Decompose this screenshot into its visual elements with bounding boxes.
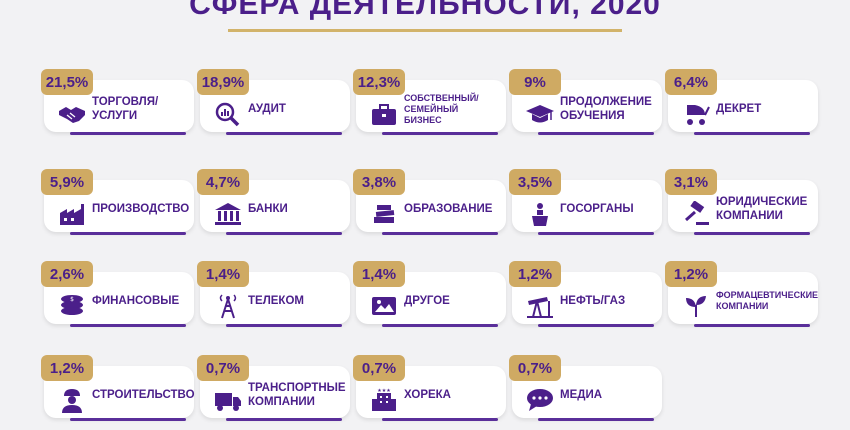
category-label: ЮРИДИЧЕСКИЕ КОМПАНИИ xyxy=(716,196,808,222)
gavel-icon xyxy=(678,201,714,227)
category-label: СТРОИТЕЛЬСТВО xyxy=(92,389,195,401)
activity-card: 1,2% СТРОИТЕЛЬСТВО xyxy=(41,355,195,421)
category-label: ГОСОРГАНЫ xyxy=(560,203,634,215)
page-title: СФЕРА ДЕЯТЕЛЬНОСТИ, 2020 xyxy=(189,0,661,21)
activity-card: 12,3% СОБСТВЕННЫЙ/ СЕМЕЙНЫЙ БИЗНЕС xyxy=(353,69,506,135)
category-label: ДЕКРЕТ xyxy=(716,103,762,115)
bank-icon xyxy=(210,201,246,227)
percent-badge: 3,5% xyxy=(509,169,561,195)
percent-badge: 12,3% xyxy=(353,69,405,95)
percent-badge: 1,4% xyxy=(197,261,249,287)
chat-bubble-icon xyxy=(522,387,558,413)
activity-card: 1,2% НЕФТЬ/ГАЗ xyxy=(509,261,662,327)
percent-badge: 6,4% xyxy=(665,69,717,95)
oil-pump-icon xyxy=(522,293,558,319)
coins-icon: $ xyxy=(54,293,90,319)
magnifier-chart-icon xyxy=(210,101,246,127)
hotel-icon: ★★★ xyxy=(366,387,402,413)
baby-stroller-icon xyxy=(678,101,714,127)
activity-card: 4,7% БАНКИ xyxy=(197,169,350,235)
title-underline xyxy=(228,29,622,32)
activity-card: 6,4% ДЕКРЕТ xyxy=(665,69,818,135)
category-label: НЕФТЬ/ГАЗ xyxy=(560,295,626,307)
percent-badge: 3,1% xyxy=(665,169,717,195)
books-icon xyxy=(366,201,402,227)
handshake-icon xyxy=(54,101,90,127)
activity-card: 9% ПРОДОЛЖЕНИЕ ОБУЧЕНИЯ xyxy=(509,69,662,135)
image-icon xyxy=(366,293,402,319)
category-label: БАНКИ xyxy=(248,203,288,215)
category-label: ТЕЛЕКОМ xyxy=(248,295,304,307)
category-label: СОБСТВЕННЫЙ/ СЕМЕЙНЫЙ БИЗНЕС xyxy=(404,92,479,125)
percent-badge: 0,7% xyxy=(353,355,405,381)
antenna-tower-icon xyxy=(210,293,246,319)
percent-badge: 4,7% xyxy=(197,169,249,195)
category-label: ХоРеКа xyxy=(404,389,451,401)
activity-card: 3,8% ОБРАЗОВАНИЕ xyxy=(353,169,506,235)
percent-badge: 1,2% xyxy=(665,261,717,287)
percent-badge: 1,2% xyxy=(41,355,93,381)
category-label: ТОРГОВЛЯ/ УСЛУГИ xyxy=(92,96,159,122)
activity-card: 1,4% ТЕЛЕКОМ xyxy=(197,261,350,327)
category-label: ПРОДОЛЖЕНИЕ ОБУЧЕНИЯ xyxy=(560,96,652,122)
activity-card: 18,9% АУДИТ xyxy=(197,69,350,135)
activity-card: 1,2% ФОРМАЦЕВТИЧЕСКИЕ КОМПАНИИ xyxy=(665,261,819,327)
activity-card: 0,7% ★★★ ХоРеКа xyxy=(353,355,506,421)
percent-badge: 18,9% xyxy=(197,69,249,95)
percent-badge: 0,7% xyxy=(197,355,249,381)
podium-icon xyxy=(522,201,558,227)
category-label: ДРУГОЕ xyxy=(404,295,450,307)
svg-text:★★★: ★★★ xyxy=(377,388,391,394)
category-label: ТРАНСПОРТНЫЕ КОМПАНИИ xyxy=(248,382,346,408)
category-label: ОБРАЗОВАНИЕ xyxy=(404,203,493,215)
percent-badge: 1,4% xyxy=(353,261,405,287)
graduation-cap-icon xyxy=(522,101,558,127)
builder-icon xyxy=(54,387,90,413)
category-label: ФИНАНСОВЫЕ xyxy=(92,295,180,307)
category-label: МЕДИА xyxy=(560,389,603,401)
activity-card: 3,1% ЮРИДИЧЕСКИЕ КОМПАНИИ xyxy=(665,169,818,235)
percent-badge: 21,5% xyxy=(41,69,93,95)
activity-card: 0,7% МЕДИА xyxy=(509,355,662,421)
percent-badge: 9% xyxy=(509,69,561,95)
percent-badge: 5,9% xyxy=(41,169,93,195)
percent-badge: 0,7% xyxy=(509,355,561,381)
percent-badge: 1,2% xyxy=(509,261,561,287)
briefcase-icon xyxy=(366,101,402,127)
activity-card: 1,4% ДРУГОЕ xyxy=(353,261,506,327)
activity-card: 3,5% ГОСОРГАНЫ xyxy=(509,169,662,235)
category-label: ПРОИЗВОДСТВО xyxy=(92,203,190,215)
plant-icon xyxy=(678,293,714,319)
truck-icon xyxy=(210,387,246,413)
activity-card: 0,7% ТРАНСПОРТНЫЕ КОМПАНИИ xyxy=(197,355,350,421)
percent-badge: 3,8% xyxy=(353,169,405,195)
category-label: АУДИТ xyxy=(248,103,286,115)
factory-icon xyxy=(54,201,90,227)
activity-card: 2,6% $ ФИНАНСОВЫЕ xyxy=(41,261,194,327)
percent-badge: 2,6% xyxy=(41,261,93,287)
activity-card: 5,9% ПРОИЗВОДСТВО xyxy=(41,169,194,235)
category-label: ФОРМАЦЕВТИЧЕСКИЕ КОМПАНИИ xyxy=(716,290,819,311)
activity-card: 21,5% ТОРГОВЛЯ/ УСЛУГИ xyxy=(41,69,194,135)
svg-text:$: $ xyxy=(70,296,74,303)
